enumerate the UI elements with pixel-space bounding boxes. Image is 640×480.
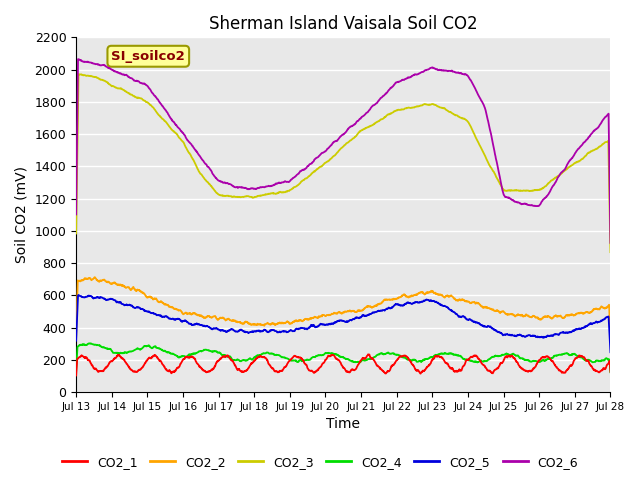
Title: Sherman Island Vaisala Soil CO2: Sherman Island Vaisala Soil CO2	[209, 15, 477, 33]
X-axis label: Time: Time	[326, 418, 360, 432]
Legend: CO2_1, CO2_2, CO2_3, CO2_4, CO2_5, CO2_6: CO2_1, CO2_2, CO2_3, CO2_4, CO2_5, CO2_6	[57, 451, 583, 474]
Y-axis label: Soil CO2 (mV): Soil CO2 (mV)	[15, 166, 29, 263]
Text: SI_soilco2: SI_soilco2	[111, 50, 185, 63]
